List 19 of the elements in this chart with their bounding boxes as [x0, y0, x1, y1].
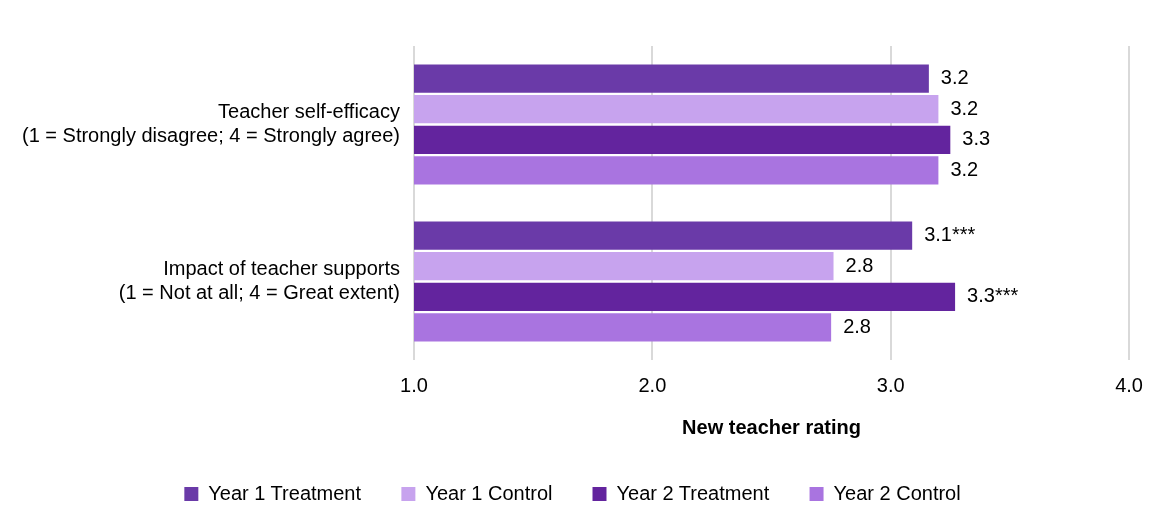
legend-label: Year 1 Treatment [208, 481, 362, 504]
data-label: 3.3*** [967, 284, 1019, 307]
legend-label: Year 1 Control [425, 481, 553, 504]
data-label: 3.2 [950, 96, 979, 119]
x-tick-label: 3.0 [876, 373, 905, 396]
x-tick-label: 4.0 [1115, 373, 1143, 396]
data-label: 3.1*** [924, 223, 976, 246]
x-tick-label: 1.0 [400, 373, 428, 396]
legend-label: Year 2 Treatment [616, 481, 770, 504]
data-label: 3.2 [950, 157, 979, 180]
data-label: 2.8 [843, 314, 871, 337]
legend-label: Year 2 Control [833, 481, 961, 504]
data-label: 3.3 [962, 127, 991, 150]
x-axis-title: New teacher rating [682, 415, 862, 438]
data-label: 3.2 [940, 66, 969, 89]
y-tick-label: Impact of teacher supports (1 = Not at all; 4 = Great extent) [118, 257, 400, 304]
data-label: 2.8 [845, 253, 874, 276]
x-tick-label: 2.0 [638, 373, 667, 396]
y-tick-label: Teacher self-efficacy (1 = Strongly disagree; 4 = Strongly agree) [21, 100, 400, 147]
